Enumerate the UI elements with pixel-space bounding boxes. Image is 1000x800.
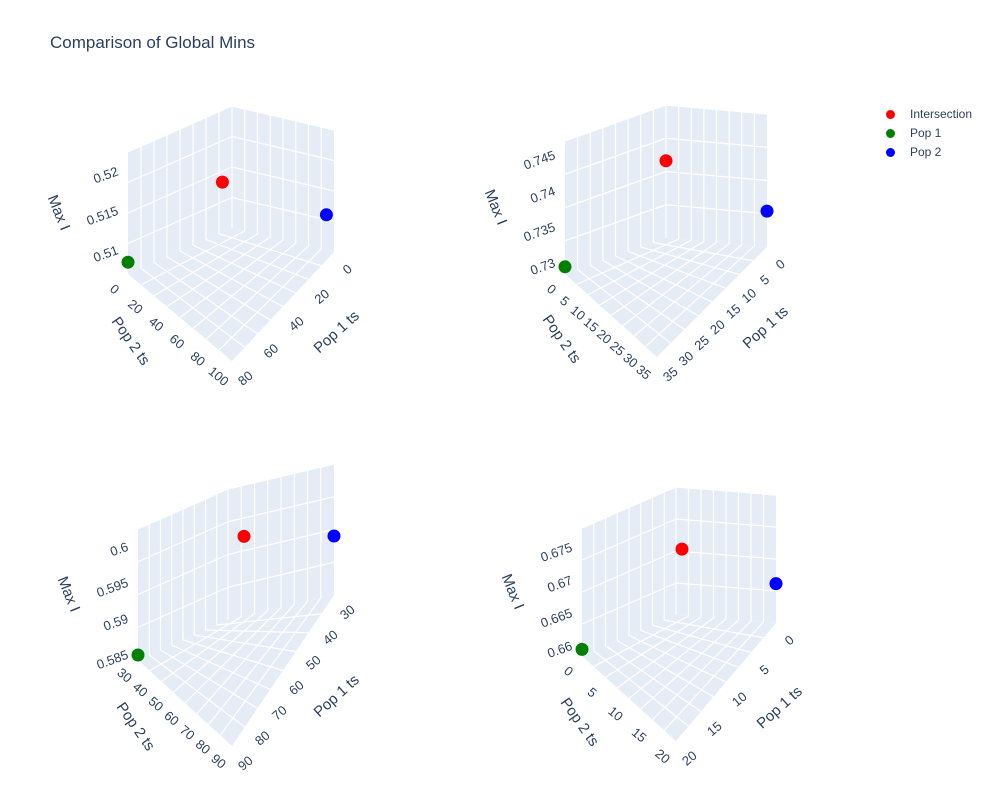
- x-tick-label: 80: [235, 368, 256, 389]
- x-tick-label: 40: [286, 313, 307, 334]
- x-tick-label: 60: [260, 341, 281, 362]
- z-axis-title: Max I: [44, 193, 74, 233]
- data-point-pop-2: [319, 208, 333, 222]
- data-point-pop-1: [121, 255, 135, 269]
- x-tick-label: 0: [340, 261, 355, 277]
- wall-gridline: [127, 105, 233, 153]
- y-tick-label: 0: [107, 281, 122, 297]
- x-axis-title: Pop 1 ts: [311, 307, 363, 356]
- legend-label-pop-2: Pop 2: [910, 145, 942, 159]
- floor-gridline: [153, 262, 258, 335]
- z-tick-label: 0.52: [91, 164, 120, 187]
- floor-gridline: [192, 242, 297, 329]
- legend-marker-intersection: [886, 110, 895, 119]
- floor-gridline: [218, 248, 322, 351]
- floor-gridline: [140, 267, 246, 348]
- wall-gridline: [127, 166, 233, 214]
- legend-marker-pop-2: [886, 148, 895, 157]
- y-tick-label: 40: [146, 314, 167, 335]
- wall-gridline: [127, 135, 233, 184]
- legend-marker-pop-1: [886, 129, 895, 138]
- legend-label-pop-1: Pop 1: [910, 126, 942, 140]
- wall-gridline: [231, 135, 335, 162]
- floor-gridline: [166, 256, 271, 321]
- y-axis-title: Pop 2 ts: [108, 314, 153, 369]
- y-tick-label: 20: [125, 296, 146, 317]
- legend-label-intersection: Intersection: [910, 107, 973, 121]
- z-tick-label: 0.515: [84, 203, 120, 228]
- wall-gridline: [231, 105, 335, 131]
- wall-gridline: [231, 196, 335, 223]
- data-point-intersection: [215, 175, 229, 189]
- floor-pane: [128, 228, 334, 361]
- y-tick-label: 100: [206, 363, 232, 388]
- z-tick-label: 0.51: [91, 242, 120, 265]
- floor-gridline: [205, 245, 309, 340]
- wall-gridline: [231, 166, 335, 192]
- chart-title: Comparison of Global Mins: [50, 33, 256, 52]
- y-tick-label: 80: [188, 348, 209, 369]
- x-tick-label: 20: [311, 286, 332, 307]
- y-tick-label: 60: [167, 331, 188, 352]
- floor-gridline: [179, 239, 284, 318]
- wall-gridline: [127, 196, 233, 245]
